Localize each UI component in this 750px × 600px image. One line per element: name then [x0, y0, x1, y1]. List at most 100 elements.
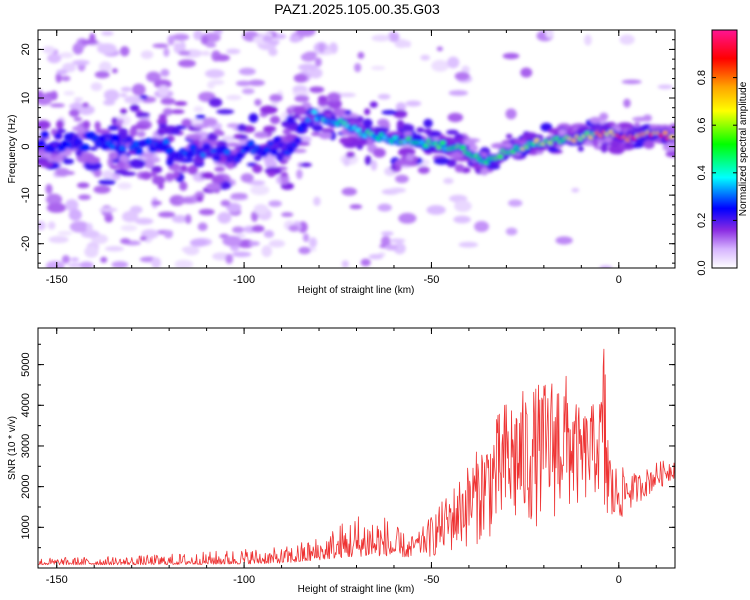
spectrogram-cell [298, 246, 311, 255]
spectrogram-cell [343, 156, 351, 167]
spectrogram-cell [38, 140, 45, 146]
spectrogram-cell [377, 203, 392, 212]
spectrogram-cell [253, 204, 269, 215]
spectrogram-cell [120, 108, 128, 115]
spectrogram-cell [44, 92, 57, 97]
spectrogram-cell [454, 163, 465, 173]
spectrogram-cell [431, 59, 449, 72]
spectrogram-cell [209, 79, 225, 85]
spectrogram-cell [267, 172, 276, 178]
spectrogram-cell [150, 171, 157, 177]
spectrogram-cell [577, 145, 584, 152]
spectrogram-cell [259, 105, 278, 115]
spectrogram-cell [540, 122, 553, 132]
spectrogram-cell [200, 152, 207, 158]
x-tick-label: 0 [616, 574, 622, 586]
spectrogram-cell [47, 221, 56, 230]
spectrogram-cell [80, 39, 99, 45]
spectrogram-cell [327, 99, 342, 110]
spectrogram-cell [68, 109, 80, 117]
spectrogram-cell [130, 124, 149, 130]
spectrogram-cell [112, 136, 119, 141]
spectrogram-y-label: Frequency (Hz) [7, 115, 18, 184]
spectrogram-cell [81, 102, 89, 108]
x-tick-label: -50 [423, 274, 439, 286]
spectrogram-cell [178, 50, 191, 56]
spectrogram-cell [192, 124, 210, 129]
spectrogram-cell [282, 128, 291, 135]
y-tick-label: 4000 [20, 393, 32, 417]
spectrogram-cell [505, 133, 513, 139]
y-tick-label: 1000 [20, 515, 32, 539]
spectrogram-x-label: Height of straight line (km) [298, 285, 415, 296]
spectrogram-cell [174, 259, 194, 268]
spectrogram-cell [136, 130, 146, 138]
spectrogram-cell [117, 182, 132, 190]
spectrogram-cell [268, 239, 286, 248]
spectrogram-cell [94, 70, 110, 79]
spectrogram-cell [263, 125, 277, 133]
spectrogram-cell [426, 205, 446, 215]
spectrogram-cell [621, 79, 642, 85]
spectrogram-cell [139, 94, 148, 100]
spectrogram-cell [317, 95, 328, 103]
spectrogram-cell [268, 200, 282, 207]
spectrogram-cell [49, 103, 65, 108]
spectrogram-cell [263, 230, 275, 238]
spectrogram-cell [119, 146, 126, 151]
spectrogram-cell [46, 202, 67, 213]
spectrogram-cell [202, 117, 218, 127]
spectrogram-cell [149, 146, 156, 151]
spectrogram-cell [93, 168, 102, 178]
spectrogram-cell [67, 262, 83, 268]
spectrogram-cell [369, 101, 378, 108]
spectrogram-cell [327, 92, 341, 102]
spectrogram-cell [398, 212, 417, 224]
spectrogram-cell [252, 164, 263, 174]
spectrogram-cell [119, 46, 130, 57]
spectrogram-cell [395, 102, 407, 112]
spectrogram-cell [308, 237, 318, 248]
spectrogram-cell [497, 154, 504, 159]
spectrogram-cell [126, 137, 133, 142]
spectrogram-cell [121, 211, 139, 223]
y-tick-label: 0 [20, 144, 32, 150]
spectrogram-cell [177, 59, 196, 68]
colorbar-label: Normalized spectral amplitude [738, 81, 749, 216]
spectrogram-cell [344, 117, 361, 122]
spectrogram-cell [72, 59, 90, 66]
spectrogram-cell [45, 193, 63, 206]
y-tick-label: 2000 [20, 474, 32, 498]
x-tick-label: -100 [233, 274, 255, 286]
spectrogram-cell [146, 139, 153, 144]
spectrogram-cell [338, 92, 356, 98]
spectrogram-cell [623, 98, 631, 108]
spectrogram-cell [48, 235, 69, 244]
spectrogram-cell [146, 71, 161, 83]
spectrogram-cell [458, 241, 479, 248]
spectrogram-cell [210, 148, 217, 154]
spectrogram-cell [395, 174, 409, 184]
spectrogram-cell [280, 176, 289, 185]
spectrogram-cell [507, 199, 523, 207]
spectrogram-cell [310, 131, 321, 137]
spectrogram-cell [454, 200, 472, 212]
spectrogram-cell [197, 222, 208, 231]
spectrogram-cell [160, 97, 176, 105]
spectrogram-cell [70, 257, 80, 262]
spectrogram-cell [599, 265, 613, 268]
spectrogram-cell [609, 137, 620, 148]
spectrogram-cell [370, 159, 378, 171]
spectrogram-cell [364, 108, 371, 116]
spectrogram-cell [38, 160, 54, 168]
spectrogram-cell [555, 236, 573, 245]
spectrogram-cell [162, 107, 173, 116]
spectrogram-cell [313, 196, 321, 206]
spectrogram-cell [72, 126, 85, 132]
spectrogram-cell [599, 112, 609, 121]
spectrogram-cell [315, 49, 334, 56]
spectrogram-cell [93, 185, 111, 194]
spectrogram-cell [82, 145, 89, 150]
spectrogram-cell [274, 137, 281, 143]
